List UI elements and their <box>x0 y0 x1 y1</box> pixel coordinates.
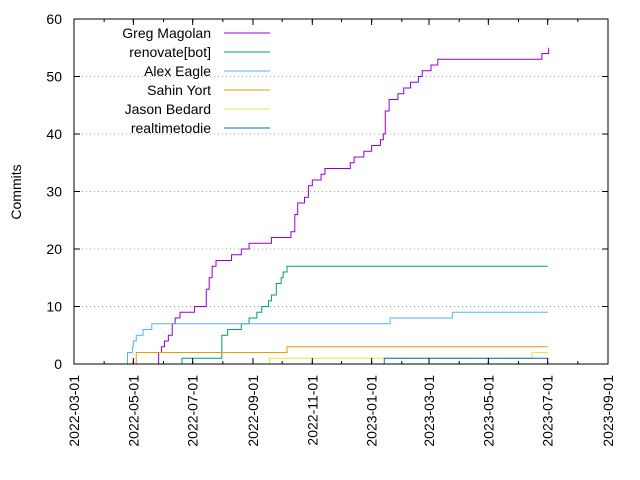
x-tick-label: 2022-11-01 <box>304 375 320 446</box>
x-tick-labels: 2022-03-01 2022-05-01 2022-07-01 2022-09-01… <box>66 375 616 447</box>
axis-ticks <box>73 18 609 365</box>
y-axis-label: Commits <box>8 164 24 219</box>
x-tick-label: 2023-05-01 <box>480 375 496 447</box>
legend-label: Greg Magolan <box>122 25 211 41</box>
legend-label: Jason Bedard <box>125 101 211 117</box>
x-tick-label: 2023-09-01 <box>600 375 616 447</box>
x-tick-label: 2023-01-01 <box>364 375 380 447</box>
series-line-1 <box>181 265 548 364</box>
legend-label: realtimetodie <box>131 120 211 136</box>
x-tick-label: 2022-07-01 <box>185 375 201 447</box>
legend-label: renovate[bot] <box>129 44 211 60</box>
y-tick-label: 30 <box>46 184 62 200</box>
y-tick-labels: 0 10 20 30 40 50 60 <box>46 11 62 372</box>
x-tick-label: 2022-03-01 <box>66 375 82 447</box>
legend-label: Sahin Yort <box>147 82 211 98</box>
y-tick-label: 60 <box>46 11 62 27</box>
y-tick-label: 40 <box>46 126 62 142</box>
series-line-0 <box>156 47 550 365</box>
series-line-3 <box>131 346 548 365</box>
legend-label: Alex Eagle <box>144 63 211 79</box>
x-tick-label: 2023-03-01 <box>421 375 437 447</box>
y-tick-label: 20 <box>46 241 62 257</box>
x-tick-label: 2022-09-01 <box>245 375 261 447</box>
y-tick-label: 10 <box>46 299 62 315</box>
series-line-5 <box>380 357 548 365</box>
x-tick-label: 2022-05-01 <box>125 375 141 447</box>
legend: Greg Magolan renovate[bot] Alex Eagle Sahin… <box>122 25 270 136</box>
y-tick-label: 0 <box>54 356 62 372</box>
grid-lines <box>74 76 608 307</box>
series-line-2 <box>126 311 548 365</box>
y-tick-label: 50 <box>46 69 62 85</box>
x-tick-label: 2023-07-01 <box>540 375 556 447</box>
